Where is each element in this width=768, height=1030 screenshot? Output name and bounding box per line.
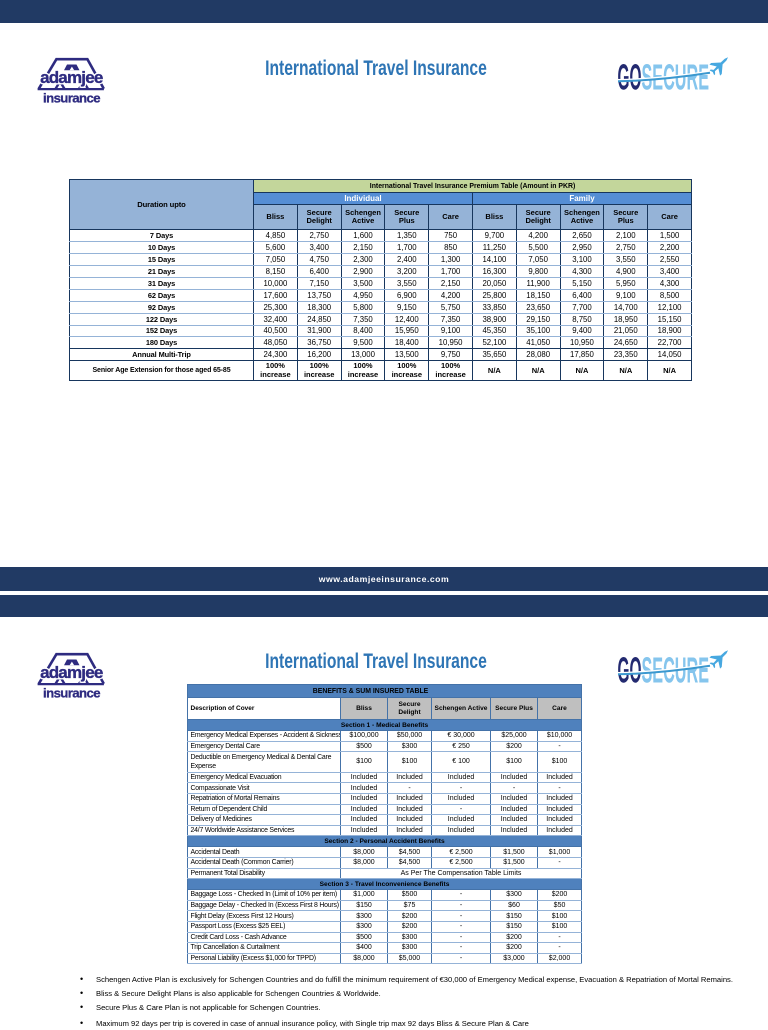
svg-text:adamjee: adamjee [40, 68, 103, 87]
svg-text:adamjee: adamjee [40, 663, 103, 682]
svg-text:GO: GO [618, 56, 642, 97]
svg-text:insurance: insurance [43, 91, 100, 106]
svg-text:insurance: insurance [43, 686, 100, 701]
svg-text:GO: GO [618, 649, 642, 690]
svg-text:adamjee: adamjee [40, 663, 103, 682]
svg-text:adamjee: adamjee [40, 68, 103, 87]
